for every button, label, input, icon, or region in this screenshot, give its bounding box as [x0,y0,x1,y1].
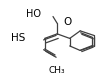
Text: CH₃: CH₃ [49,66,66,75]
Text: HS: HS [11,33,26,43]
Text: HO: HO [26,9,41,19]
Text: O: O [63,17,72,27]
